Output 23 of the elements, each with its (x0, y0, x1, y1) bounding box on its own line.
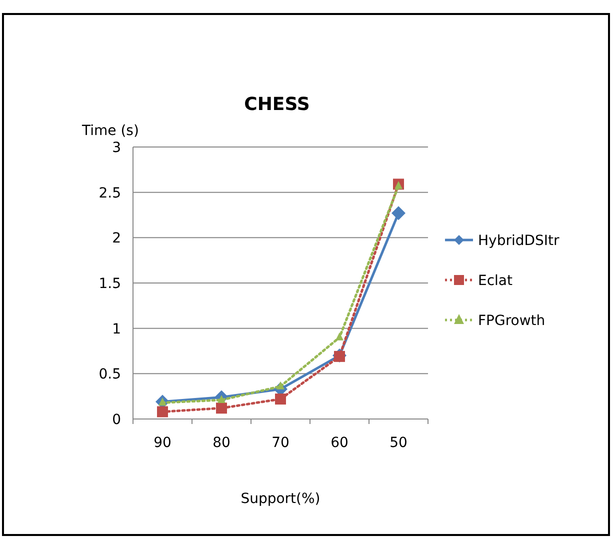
y-tick-label: 1.5 (98, 276, 121, 292)
y-tick-label: 0.5 (98, 366, 121, 383)
x-tick-label: 90 (154, 435, 172, 451)
legend-label: Eclat (478, 273, 514, 289)
point (157, 406, 168, 418)
x-tick-label: 60 (330, 435, 348, 451)
point (336, 332, 344, 340)
point (392, 206, 406, 220)
y-tick-label: 1 (112, 321, 121, 338)
point (216, 402, 227, 414)
point (275, 394, 286, 405)
x-tick-label: 70 (272, 435, 290, 451)
y-tick-label: 2.5 (98, 185, 121, 202)
chart-title: CHESS (244, 94, 310, 115)
x-axis-title: Support(%) (240, 491, 320, 507)
y-axis-title: Time (s) (81, 123, 139, 139)
y-tick-label: 0 (112, 412, 121, 428)
legend-label: HybridDSItr (478, 233, 560, 249)
y-tick-label: 3 (112, 140, 121, 156)
legend-label: FPGrowth (478, 313, 546, 329)
x-tick-label: 80 (212, 435, 230, 451)
x-tick-label: 50 (390, 435, 408, 451)
y-tick-label: 2 (112, 230, 121, 247)
